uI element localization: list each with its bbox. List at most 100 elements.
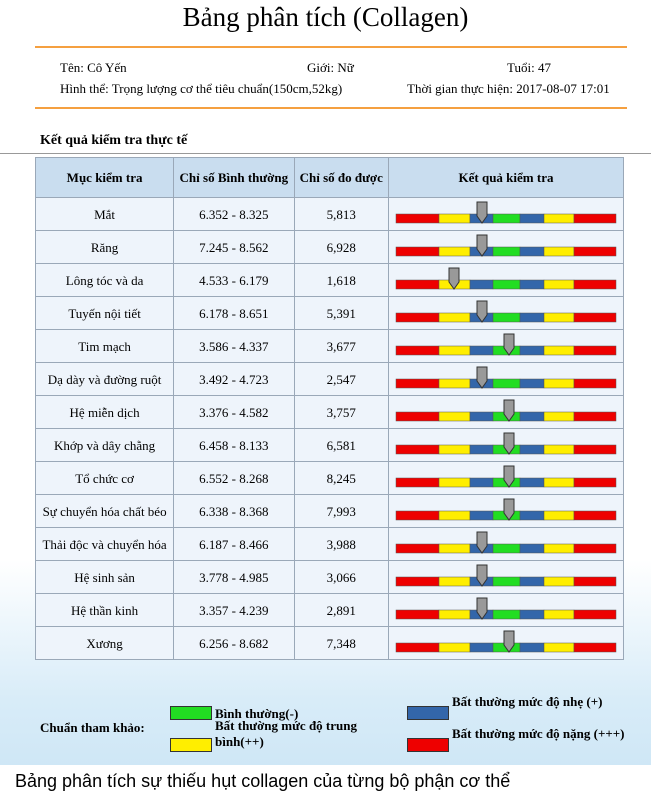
bar-segment [519,576,545,587]
table-row: Hệ sinh sản 3.778 - 4.985 3,066 [34,560,625,594]
indicator-arrow [476,234,488,257]
bar-segment [519,411,545,422]
result-bar [395,300,617,323]
indicator-arrow [476,201,488,224]
cell: 7.245 - 8.562 [173,230,295,264]
bar-segment [438,378,471,389]
indicator-arrow [503,630,515,653]
cell: 7,993 [293,494,389,528]
cell: Mắt [34,197,175,231]
bar-segment [469,279,494,290]
bar-segment [573,411,617,422]
result-cell [387,560,625,594]
cell: Hệ sinh sản [34,560,175,594]
result-bar [395,564,617,587]
table-row: Tổ chức cơ 6.552 - 8.268 8,245 [34,461,625,495]
table-row: Lông tóc và da 4.533 - 6.179 1,618 [34,263,625,297]
legend-text: Bình thường(-) [215,706,299,721]
bar-segment [519,510,545,521]
indicator-arrow [476,366,488,389]
cell: 6.552 - 8.268 [173,461,295,495]
bar-segment [469,642,494,653]
bar-segment [543,312,575,323]
result-bar [395,465,617,488]
gender: Giới: Nữ [307,60,354,75]
cell: 2,547 [293,362,389,396]
table-row: Mắt 6.352 - 8.325 5,813 [34,197,625,231]
bar-segment [438,345,471,356]
cell: Xương [34,626,175,660]
result-cell [387,197,625,231]
bar-segment [543,510,575,521]
cell: 1,618 [293,263,389,297]
legend-label: Chuẩn tham khảo: [40,720,145,735]
body: Hình thể: Trọng lượng cơ thể tiêu chuẩn(… [60,81,343,96]
section-title: Kết quả kiểm tra thực tế [40,133,188,148]
result-bar [395,399,617,422]
bar-segment [395,246,440,257]
legend-text: Bất thường mức độ nặng (+++) [452,726,625,741]
indicator-arrow [476,300,488,323]
bar-segment [492,609,521,620]
indicator-arrow [503,333,515,356]
bar-segment [519,279,545,290]
result-bar [395,432,617,455]
cell: Dạ dày và đường ruột [34,362,175,396]
legend-swatch [407,738,449,752]
bar-segment [469,345,494,356]
bar-segment [519,378,545,389]
bar-segment [519,609,545,620]
bar-segment [543,543,575,554]
bar-segment [519,543,545,554]
table-row: Hệ thần kinh 3.357 - 4.239 2,891 [34,593,625,627]
table-row: Hệ miễn dịch 3.376 - 4.582 3,757 [34,395,625,429]
legend-text: Bất thường mức độ trung bình(++) [215,718,357,749]
bar-segment [573,477,617,488]
bar-segment [438,576,471,587]
bar-segment [469,510,494,521]
bar-segment [395,510,440,521]
cell: 8,245 [293,461,389,495]
cell: 3.586 - 4.337 [173,329,295,363]
result-cell [387,527,625,561]
bar-segment [573,279,617,290]
bar-segment [519,642,545,653]
cell: Tổ chức cơ [34,461,175,495]
result-cell [387,329,625,363]
bar-segment [438,312,471,323]
bar-segment [438,642,471,653]
bar-segment [492,576,521,587]
bar-segment [543,576,575,587]
divider [35,46,627,48]
bar-segment [543,378,575,389]
cell: 3.357 - 4.239 [173,593,295,627]
bar-segment [543,642,575,653]
indicator-arrow [503,432,515,455]
legend-swatch [170,738,212,752]
result-cell [387,461,625,495]
bar-segment [573,345,617,356]
bar-segment [519,345,545,356]
cell: 6.458 - 8.133 [173,428,295,462]
bar-segment [519,444,545,455]
result-bar [395,597,617,620]
bar-segment [469,411,494,422]
result-bar [395,267,617,290]
bar-segment [438,543,471,554]
table-row: Xương 6.256 - 8.682 7,348 [34,626,625,660]
bar-segment [395,576,440,587]
divider [0,153,651,154]
result-cell [387,395,625,429]
bar-segment [543,609,575,620]
result-cell [387,296,625,330]
result-bar [395,630,617,653]
result-cell [387,428,625,462]
cell: 3.778 - 4.985 [173,560,295,594]
bar-segment [573,576,617,587]
indicator-arrow [476,531,488,554]
bar-segment [438,609,471,620]
bar-segment [438,510,471,521]
bar-segment [543,213,575,224]
bar-segment [492,543,521,554]
